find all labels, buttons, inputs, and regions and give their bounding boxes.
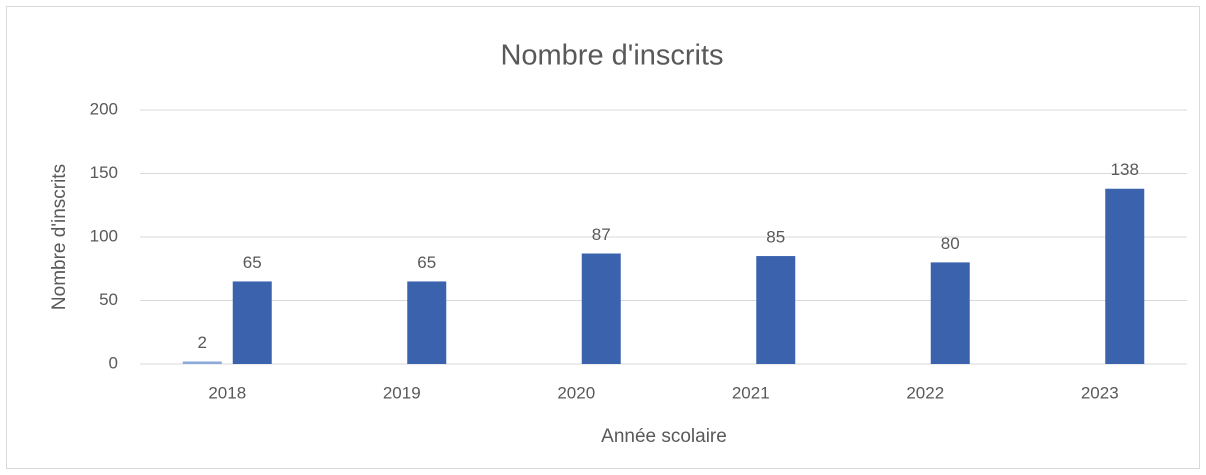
bar <box>1105 188 1145 364</box>
x-tick-label: 2023 <box>1081 383 1119 402</box>
x-tick-label: 2019 <box>383 383 421 402</box>
y-tick-label: 50 <box>99 290 118 309</box>
bar <box>232 281 272 364</box>
data-label: 2 <box>198 333 207 352</box>
data-label: 138 <box>1111 160 1139 179</box>
chart-title: Nombre d'inscrits <box>500 40 723 72</box>
x-axis-title: Année scolaire <box>601 426 727 447</box>
y-axis-title: Nombre d'inscrits <box>49 164 70 310</box>
bar <box>581 253 621 364</box>
y-tick-label: 150 <box>90 163 118 182</box>
data-label: 87 <box>592 225 611 244</box>
data-label: 85 <box>766 228 785 247</box>
x-tick-label: 2021 <box>732 383 770 402</box>
bar <box>407 281 447 364</box>
bar <box>182 361 222 364</box>
data-label: 65 <box>243 253 262 272</box>
data-label: 65 <box>417 253 436 272</box>
x-tick-label: 2018 <box>208 383 246 402</box>
x-tick-label: 2022 <box>906 383 944 402</box>
y-tick-label: 0 <box>109 353 118 372</box>
x-tick-label: 2020 <box>557 383 595 402</box>
y-tick-label: 100 <box>90 226 118 245</box>
data-label: 80 <box>941 234 960 253</box>
bar <box>930 262 970 364</box>
bar <box>756 256 796 364</box>
y-tick-label: 200 <box>90 99 118 118</box>
